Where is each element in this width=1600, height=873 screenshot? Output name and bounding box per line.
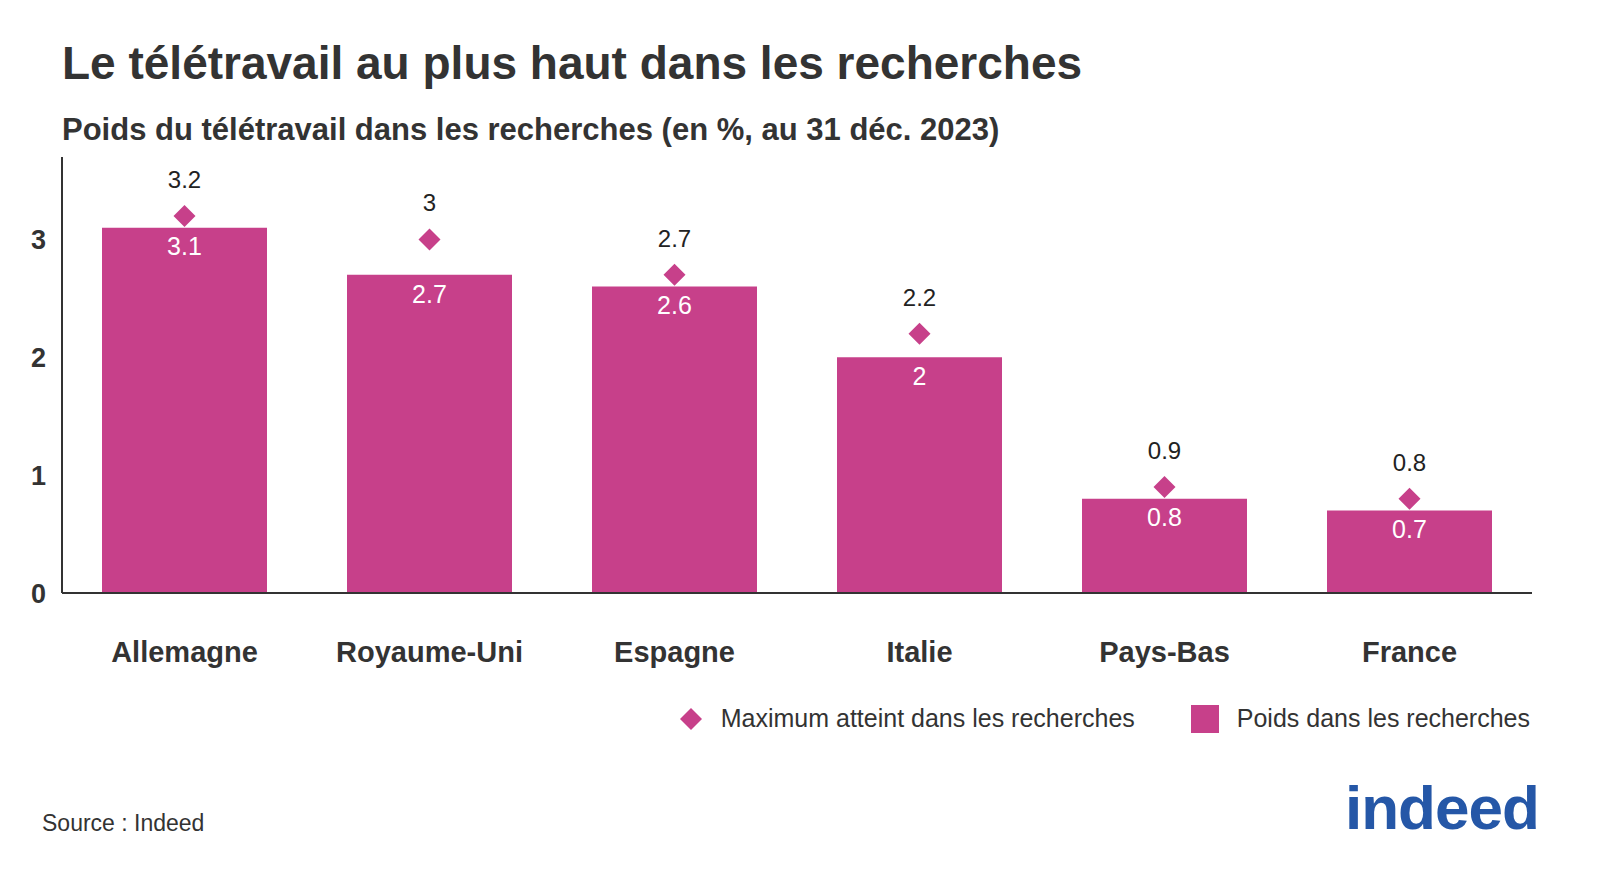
svg-text:0.8: 0.8 bbox=[1147, 503, 1182, 531]
svg-text:3: 3 bbox=[423, 189, 436, 216]
html-text:Le télétravail au plus haut da: Le télétravail au plus haut dans les rec… bbox=[62, 37, 1083, 89]
svg-text:0.9: 0.9 bbox=[1148, 437, 1181, 464]
svg-text:Allemagne: Allemagne bbox=[111, 636, 258, 668]
html-text:Poids dans les recherches: Poids dans les recherches bbox=[1236, 704, 1530, 732]
svg-text:2.6: 2.6 bbox=[657, 291, 692, 319]
html-text:Poids du télétravail dans les: Poids du télétravail dans les recherches… bbox=[62, 112, 1000, 147]
svg-text:3.2: 3.2 bbox=[168, 166, 201, 193]
svg-text:3: 3 bbox=[31, 225, 46, 255]
svg-text:0.8: 0.8 bbox=[1393, 449, 1426, 476]
svg-text:Italie: Italie bbox=[886, 636, 952, 668]
svg-text:1: 1 bbox=[31, 461, 46, 491]
svg-text:2.7: 2.7 bbox=[658, 225, 691, 252]
svg-text:2.2: 2.2 bbox=[903, 284, 936, 311]
svg-text:0.7: 0.7 bbox=[1392, 515, 1427, 543]
svg-text:2: 2 bbox=[31, 343, 46, 373]
html-text:indeed: indeed bbox=[1345, 773, 1539, 842]
svg-text:France: France bbox=[1362, 636, 1457, 668]
html-text:Maximum atteint dans les reche: Maximum atteint dans les recherches bbox=[720, 704, 1135, 732]
svg-text:3.1: 3.1 bbox=[167, 232, 202, 260]
svg-text:2.7: 2.7 bbox=[412, 280, 447, 308]
svg-text:2: 2 bbox=[913, 362, 927, 390]
svg-text:Pays-Bas: Pays-Bas bbox=[1099, 636, 1230, 668]
svg-text:0: 0 bbox=[31, 579, 46, 609]
svg-text:Espagne: Espagne bbox=[614, 636, 735, 668]
html-text:Source : Indeed: Source : Indeed bbox=[42, 810, 205, 836]
svg-text:Royaume-Uni: Royaume-Uni bbox=[336, 636, 523, 668]
